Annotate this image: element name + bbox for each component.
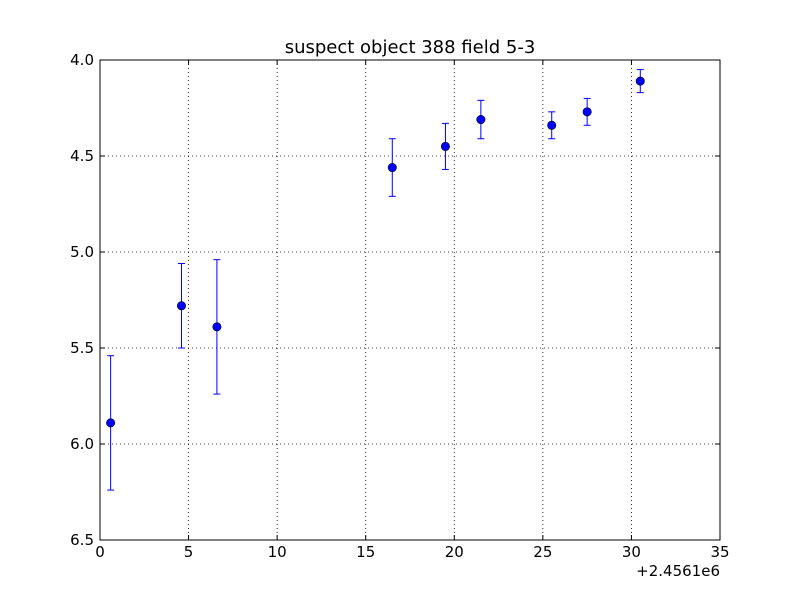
x-tick-label: 20 [445, 543, 464, 561]
y-tick-label: 5.0 [70, 243, 94, 261]
y-tick-label: 4.0 [70, 51, 94, 69]
x-tick-label: 0 [95, 543, 105, 561]
data-point [387, 163, 397, 173]
chart-title: suspect object 388 field 5-3 [285, 37, 536, 58]
y-tick-label: 4.5 [70, 147, 94, 165]
x-tick-label: 35 [710, 543, 729, 561]
x-tick-label: 5 [184, 543, 194, 561]
data-point [635, 76, 645, 86]
x-axis: 0 5 10 15 20 25 30 35 [95, 60, 730, 561]
data-point [212, 322, 222, 332]
data-point [176, 301, 186, 311]
y-tick-label: 6.0 [70, 435, 94, 453]
data-point [106, 418, 116, 428]
grid [100, 60, 720, 540]
data-points [106, 76, 645, 428]
y-axis: 4.0 4.5 5.0 5.5 6.0 6.5 [70, 51, 720, 549]
x-offset-label: +2.4561e6 [636, 562, 720, 580]
y-tick-label: 5.5 [70, 339, 94, 357]
data-point [440, 141, 450, 151]
x-tick-label: 25 [533, 543, 552, 561]
data-point [582, 107, 592, 117]
x-tick-label: 30 [622, 543, 641, 561]
data-point [547, 120, 557, 130]
plot-frame [99, 59, 721, 541]
data-point [476, 115, 486, 125]
y-tick-label: 6.5 [70, 531, 94, 549]
x-tick-label: 10 [268, 543, 287, 561]
x-tick-label: 15 [356, 543, 375, 561]
